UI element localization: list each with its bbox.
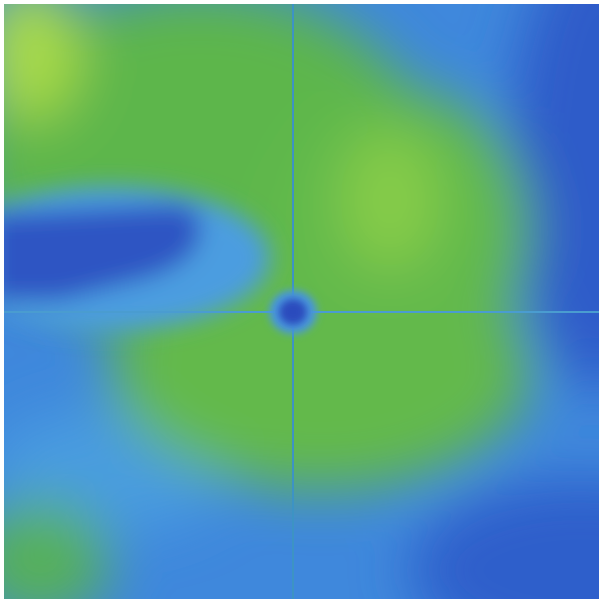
cold-region bbox=[4, 205, 201, 300]
hot-region bbox=[4, 4, 80, 120]
cool-region bbox=[410, 480, 599, 599]
cold-tongue bbox=[4, 186, 270, 330]
hot-region bbox=[340, 130, 440, 270]
cool-region bbox=[510, 4, 599, 390]
center-spot bbox=[279, 299, 307, 325]
warm-region bbox=[4, 500, 110, 599]
